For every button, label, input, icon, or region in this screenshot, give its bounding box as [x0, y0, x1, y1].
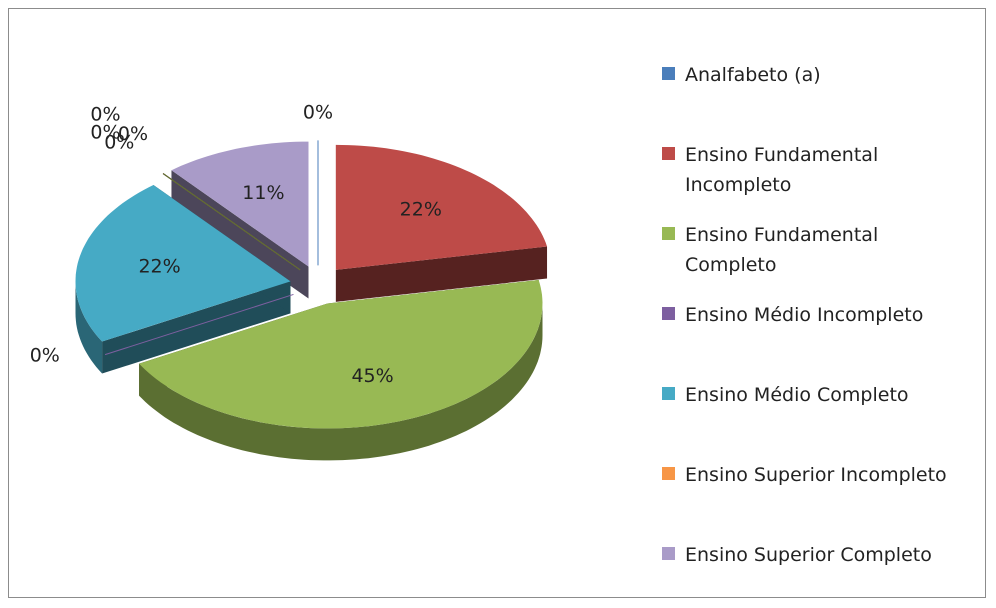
legend-swatch — [662, 147, 675, 160]
slice — [139, 280, 543, 461]
slice-top — [75, 185, 291, 342]
legend-label: Analfabeto (a) — [685, 64, 821, 86]
slice-top — [104, 293, 294, 356]
data-label: 22% — [400, 199, 442, 221]
data-label: 0% — [118, 123, 148, 145]
legend-item: Ensino Superior Completo — [662, 540, 982, 570]
legend-label: Ensino Fundamental Incompleto — [685, 144, 879, 196]
data-label: 0% — [303, 101, 333, 123]
slice-top — [335, 144, 547, 270]
legend-swatch — [662, 387, 675, 400]
data-label: 0% — [104, 131, 134, 153]
legend-item: Ensino Médio Completo — [662, 380, 982, 410]
legend-item: Ensino Médio Incompleto — [662, 300, 982, 330]
slice — [104, 293, 294, 356]
slice — [171, 141, 309, 299]
data-label: 0% — [30, 344, 60, 366]
legend-item: Ensino Fundamental Completo — [662, 220, 982, 280]
chart-frame — [8, 8, 986, 598]
legend-label: Ensino Médio Incompleto — [685, 304, 924, 326]
slice-side — [75, 281, 103, 374]
legend-label: Ensino Superior Completo — [685, 544, 932, 566]
data-label: 0% — [90, 104, 120, 126]
legend-item: Ensino Superior Incompleto — [662, 460, 982, 490]
slice-edge — [102, 281, 291, 374]
slice-edge — [335, 246, 548, 302]
slice-side — [139, 303, 543, 461]
slice-top — [171, 141, 309, 267]
data-label: 22% — [138, 255, 180, 277]
legend-swatch — [662, 467, 675, 480]
legend-swatch — [662, 547, 675, 560]
slice — [162, 173, 301, 271]
slice-edge — [171, 170, 309, 299]
data-label: 45% — [351, 365, 393, 387]
data-label: 11% — [242, 182, 284, 204]
slice-top — [139, 280, 543, 429]
legend-swatch — [662, 307, 675, 320]
slice — [335, 144, 548, 302]
legend-label: Ensino Fundamental Completo — [685, 224, 879, 276]
data-label: 0% — [90, 122, 120, 144]
legend-label: Ensino Médio Completo — [685, 384, 909, 406]
legend-item: Analfabeto (a) — [662, 60, 982, 90]
legend-label: Ensino Superior Incompleto — [685, 464, 947, 486]
slice-top — [162, 173, 301, 271]
legend-item: Ensino Fundamental Incompleto — [662, 140, 982, 200]
legend-swatch — [662, 67, 675, 80]
slice — [75, 185, 291, 374]
legend-swatch — [662, 227, 675, 240]
